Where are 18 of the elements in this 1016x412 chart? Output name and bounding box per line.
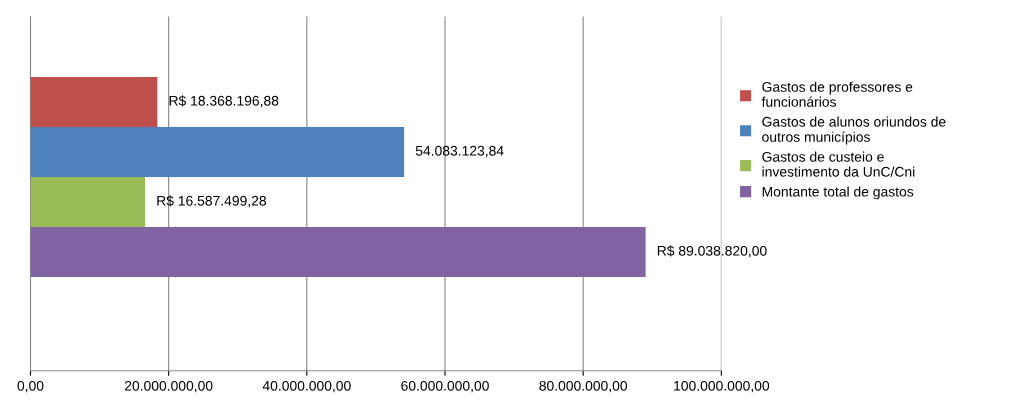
- legend-label: Gastos de professores e funcionários: [761, 81, 913, 107]
- bar: [30, 226, 646, 278]
- legend-label: Gastos de alunos oriundos de outros municípios: [762, 116, 946, 145]
- x-tick-label: 20.000.000,00: [124, 380, 213, 393]
- bar: [30, 176, 146, 227]
- data-label: R$ 18.368.196,88: [169, 95, 279, 108]
- data-label: R$ 16.587.499,28: [157, 195, 267, 208]
- bar: [30, 76, 158, 127]
- data-label: 54.083.123,84: [415, 145, 504, 158]
- x-tick-label: 100.000.000,00: [674, 380, 770, 393]
- x-tick-label: 80.000.000,00: [539, 380, 628, 393]
- x-tick-label: 0,00: [17, 380, 44, 393]
- data-label: R$ 89.038.820,00: [657, 245, 767, 258]
- x-tick-label: 40.000.000,00: [262, 380, 351, 393]
- bar: [30, 126, 405, 177]
- legend-label: Gastos de custeio e investimento da UnC/Cni: [762, 151, 915, 177]
- x-tick-label: 60.000.000,00: [401, 380, 489, 393]
- legend-label: Montante total de gastos: [762, 186, 914, 200]
